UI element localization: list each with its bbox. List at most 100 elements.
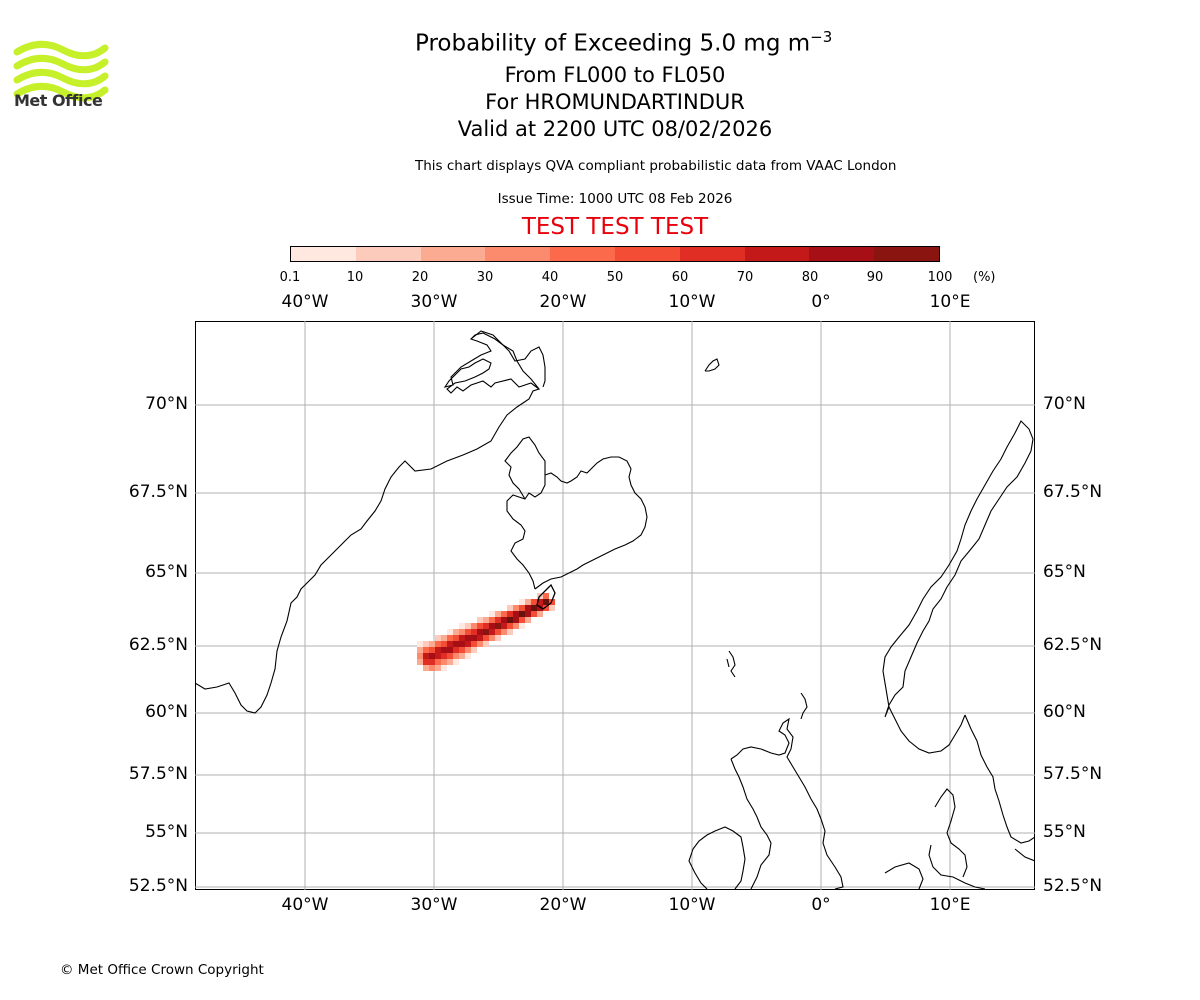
plume-cell: [471, 647, 477, 653]
colorbar-tick-label: 20: [411, 270, 429, 285]
plume-cell: [519, 605, 525, 611]
plume-cell: [507, 623, 513, 629]
plume-cell: [441, 653, 447, 659]
plume-cell: [447, 641, 453, 647]
plume-cell: [483, 635, 489, 641]
plume-cell: [495, 617, 501, 623]
plume-cell: [531, 605, 537, 611]
plume-cell: [423, 653, 429, 659]
plume-cell: [483, 641, 489, 647]
colorbar-tick-label: 80: [801, 270, 819, 285]
plume-cell: [465, 635, 471, 641]
plume-cell: [537, 599, 543, 605]
plume-cell: [483, 629, 489, 635]
lon-label-bottom: 20°W: [539, 895, 587, 915]
greenland-coast: [195, 332, 541, 714]
plume-cell: [477, 617, 483, 623]
ireland-coast: [688, 826, 746, 890]
plume-cell: [483, 623, 489, 629]
probability-colorbar: [290, 246, 940, 262]
map-panel: [195, 321, 1035, 890]
plume-cell: [519, 623, 525, 629]
lat-label-left: 57.5°N: [128, 764, 188, 784]
lon-label-top: 30°W: [410, 292, 458, 312]
plume-cell: [543, 593, 549, 599]
plume-cell: [441, 665, 447, 671]
plume-cell: [483, 617, 489, 623]
plume-cell: [435, 635, 441, 641]
plume-cell: [525, 599, 531, 605]
plume-cell: [459, 629, 465, 635]
plume-cell: [525, 605, 531, 611]
plume-cell: [495, 629, 501, 635]
plume-cell: [477, 629, 483, 635]
plume-cell: [465, 647, 471, 653]
plume-cell: [459, 623, 465, 629]
lat-label-left: 67.5°N: [128, 482, 188, 502]
plume-cell: [465, 653, 471, 659]
lon-label-bottom: 0°: [811, 895, 831, 915]
plume-cell: [417, 647, 423, 653]
plume-cell: [495, 611, 501, 617]
colorbar-tick-label: 100: [927, 270, 953, 285]
plume-cell: [495, 635, 501, 641]
colorbar-bin: [679, 247, 745, 261]
lat-label-right: 60°N: [1043, 702, 1086, 722]
jan-mayen: [704, 358, 720, 372]
plume-cell: [453, 653, 459, 659]
volcano-name: For HROMUNDARTINDUR: [485, 90, 745, 114]
plume-cell: [429, 641, 435, 647]
lat-label-right: 62.5°N: [1043, 635, 1103, 655]
plume-cell: [495, 623, 501, 629]
plume-cell: [531, 599, 537, 605]
plume-cell: [417, 653, 423, 659]
plume-cell: [459, 641, 465, 647]
level-range: From FL000 to FL050: [504, 63, 726, 87]
plume-cell: [513, 611, 519, 617]
plume-cell: [489, 629, 495, 635]
colorbar-bin: [420, 247, 486, 261]
plume-cell: [507, 629, 513, 635]
plume-cell: [525, 611, 531, 617]
colorbar-bin: [291, 247, 356, 261]
plume-cell: [513, 617, 519, 623]
lat-label-left: 65°N: [145, 562, 188, 582]
iceland-westfjords: [504, 436, 546, 500]
plume-cell: [429, 665, 435, 671]
colorbar-tick-label: 70: [736, 270, 754, 285]
plume-cell: [543, 605, 549, 611]
lon-label-bottom: 10°E: [929, 895, 971, 915]
lat-label-left: 55°N: [145, 822, 188, 842]
plume-cell: [489, 623, 495, 629]
lat-label-right: 70°N: [1043, 394, 1086, 414]
plume-cell: [525, 617, 531, 623]
plume-cell: [423, 665, 429, 671]
plume-cell: [441, 659, 447, 665]
colorbar-bin: [809, 247, 875, 261]
colorbar-tick-label: 40: [541, 270, 559, 285]
colorbar-tick-label: 0.1: [279, 270, 301, 285]
met-office-logo-icon: [13, 40, 109, 102]
greenland-north: [470, 330, 546, 388]
map-frame: [195, 321, 1035, 890]
lat-label-right: 57.5°N: [1043, 764, 1103, 784]
issue-time: Issue Time: 1000 UTC 08 Feb 2026: [497, 191, 733, 207]
plume-cell: [459, 635, 465, 641]
plume-cell: [423, 659, 429, 665]
plume-cell: [537, 605, 543, 611]
plume-cell: [507, 605, 513, 611]
plume-cell: [435, 647, 441, 653]
plume-cell: [459, 647, 465, 653]
copyright: © Met Office Crown Copyright: [60, 962, 264, 978]
plume-cell: [453, 659, 459, 665]
lon-label-top: 10°E: [929, 292, 971, 312]
valid-time: Valid at 2200 UTC 08/02/2026: [457, 117, 773, 141]
colorbar-unit: (%): [973, 270, 996, 285]
coastlines: [195, 330, 1035, 890]
colorbar-tick-label: 30: [476, 270, 494, 285]
plume-cell: [471, 635, 477, 641]
plume-cell: [537, 611, 543, 617]
plume-cell: [471, 623, 477, 629]
plume-cell: [489, 617, 495, 623]
plume-cell: [453, 647, 459, 653]
